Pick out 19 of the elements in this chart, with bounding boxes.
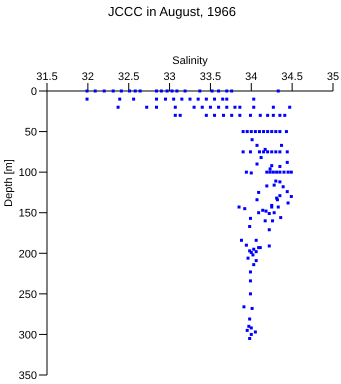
y-tick-label: 0 [30, 86, 37, 98]
y-tick-label: 350 [18, 370, 37, 382]
chart-title: JCCC in August, 1966 [108, 4, 236, 19]
x-tick-label: 31.5 [36, 71, 58, 83]
y-axis-title: Depth [m] [3, 159, 15, 207]
y-tick-label: 200 [18, 248, 37, 260]
x-tick-label: 33.5 [200, 71, 222, 83]
y-tick-label: 100 [18, 167, 37, 180]
x-tick-label: 34 [245, 71, 258, 83]
x-tick-label: 35 [326, 71, 340, 83]
x-tick-label: 32 [82, 71, 94, 83]
x-axis-title: Salinity [172, 55, 208, 67]
y-tick-label: 150 [18, 208, 37, 220]
y-tick-label: 50 [24, 126, 37, 139]
x-tick-label: 32.5 [118, 71, 140, 83]
x-tick-label: 34.5 [281, 71, 303, 83]
y-tick-label: 250 [18, 288, 37, 301]
x-tick-label: 33 [163, 71, 176, 83]
y-tick-label: 300 [18, 329, 37, 342]
